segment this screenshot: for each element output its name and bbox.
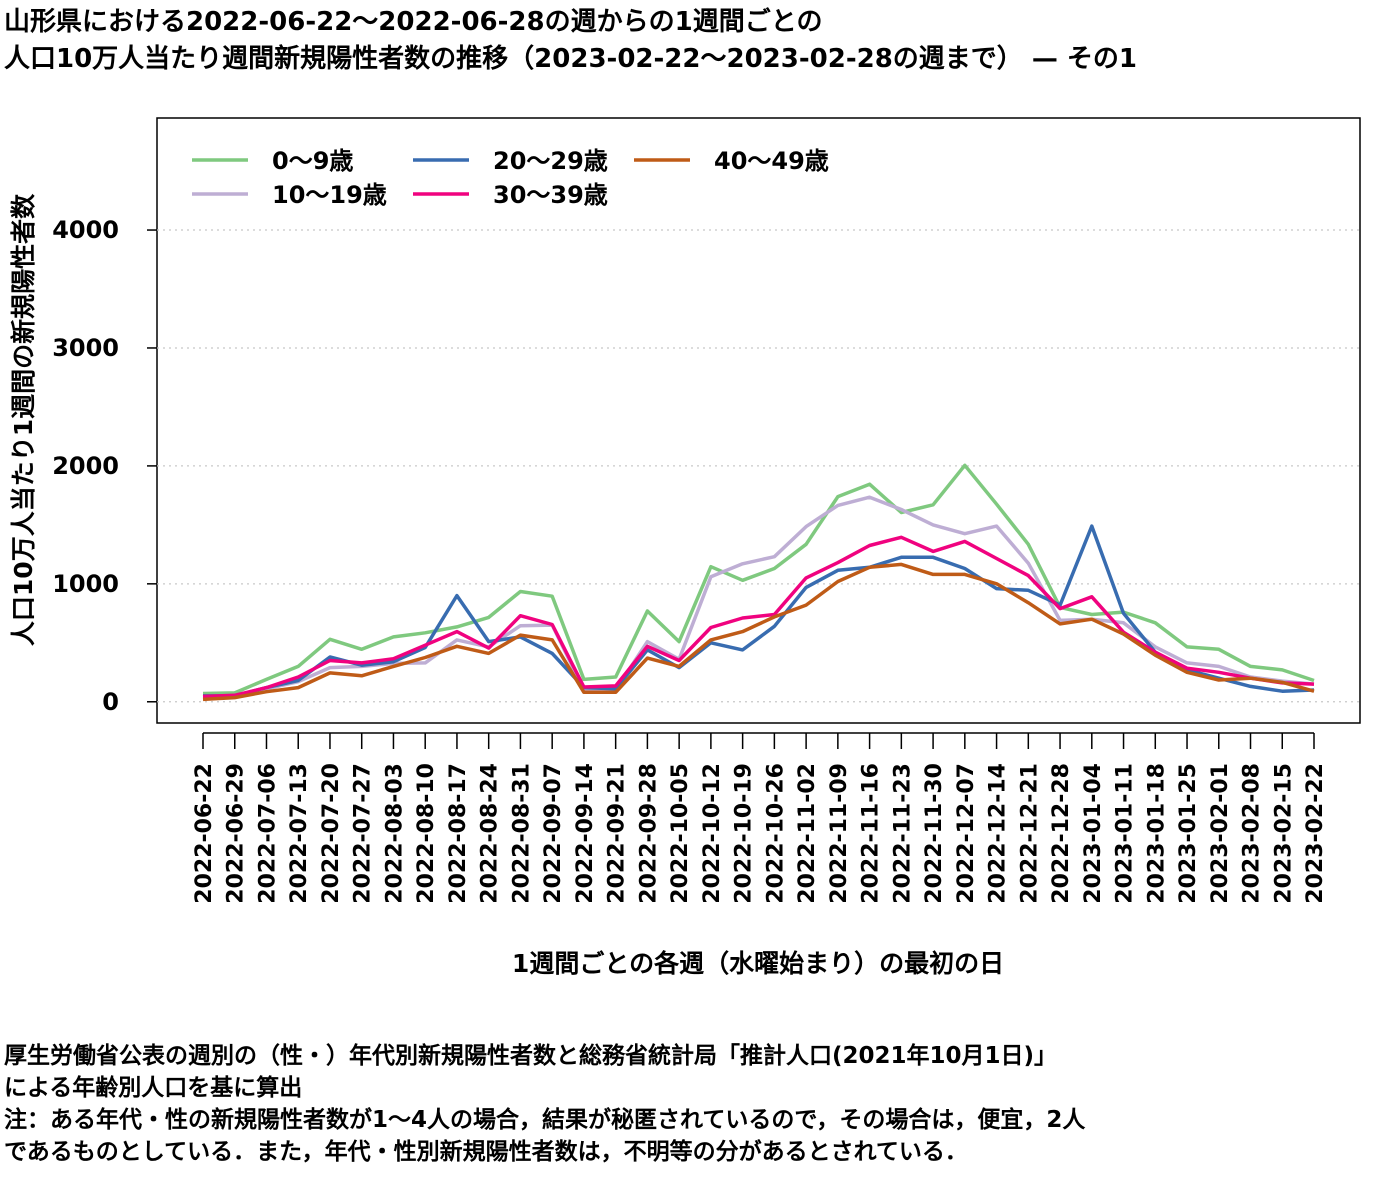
legend-label-0: 0〜9歳 [272, 147, 353, 175]
plot-frame [156, 117, 1361, 724]
x-tick-label-2022-08-03: 2022-08-03 [382, 763, 407, 904]
x-tick-label-2022-11-02: 2022-11-02 [795, 763, 820, 904]
series-line-2 [203, 524, 1315, 698]
chart-title-line-1: 山形県における2022-06-22〜2022-06-28の週からの1週間ごとの [4, 7, 823, 37]
x-tick-label-2022-06-22: 2022-06-22 [192, 763, 217, 904]
x-tick-label-2022-09-28: 2022-09-28 [636, 763, 661, 904]
x-tick-label-2023-01-25: 2023-01-25 [1176, 763, 1201, 904]
x-tick-label-2023-02-01: 2023-02-01 [1208, 763, 1233, 904]
x-tick-label-2022-12-21: 2022-12-21 [1017, 763, 1042, 904]
x-tick-label-2022-11-30: 2022-11-30 [922, 763, 947, 904]
x-tick-label-2022-11-09: 2022-11-09 [827, 763, 852, 904]
series-line-0 [202, 463, 1315, 696]
x-tick-label-2022-06-29: 2022-06-29 [224, 763, 249, 904]
legend: 0〜9歳 10〜19歳 20〜29歳 30〜39歳 40〜49歳 [192, 147, 829, 209]
x-tick-label-2022-09-14: 2022-09-14 [573, 763, 598, 904]
x-tick-label-2022-08-17: 2022-08-17 [446, 763, 471, 904]
x-tick-label-2023-02-22: 2023-02-22 [1303, 763, 1328, 904]
y-axis: 0 1000 2000 3000 4000 [52, 216, 157, 716]
legend-label-2: 20〜29歳 [493, 147, 608, 175]
source-note-line-4: であるものとしている．また，年代・性別新規陽性者数は，不明等の分があるとされてい… [4, 1139, 968, 1165]
x-tick-label-2022-07-06: 2022-07-06 [255, 763, 280, 904]
source-note-line-2: による年齢別人口を基に算出 [4, 1075, 303, 1101]
y-tick-label-3000: 3000 [52, 334, 119, 362]
x-tick-label-2023-01-18: 2023-01-18 [1144, 763, 1169, 904]
y-tick-label-0: 0 [102, 688, 119, 716]
x-tick-label-2022-12-28: 2022-12-28 [1049, 763, 1074, 904]
x-tick-label-2022-07-13: 2022-07-13 [287, 763, 312, 904]
x-tick-label-2022-07-27: 2022-07-27 [351, 763, 376, 904]
x-tick-label-2022-10-05: 2022-10-05 [668, 763, 693, 904]
x-tick-label-2022-11-16: 2022-11-16 [859, 763, 884, 904]
series-lines [202, 463, 1315, 702]
legend-label-4: 40〜49歳 [714, 147, 829, 175]
x-tick-label-2022-07-20: 2022-07-20 [319, 763, 344, 904]
y-tick-label-2000: 2000 [52, 452, 119, 480]
x-axis: 2022-06-22 2022-06-29 2022-07-06 2022-07-13… [192, 732, 1328, 904]
x-tick-label-2023-01-04: 2023-01-04 [1081, 763, 1106, 904]
source-note-line-1: 厚生労働省公表の週別の（性・）年代別新規陽性者数と総務省統計局「推計人口(202… [4, 1043, 1058, 1069]
x-tick-label-2023-01-11: 2023-01-11 [1113, 763, 1138, 904]
x-tick-label-2022-09-21: 2022-09-21 [605, 763, 630, 904]
source-note-line-3: 注：ある年代・性の新規陽性者数が1〜4人の場合，結果が秘匿されているので，その場… [4, 1107, 1086, 1133]
x-tick-label-2022-08-31: 2022-08-31 [509, 763, 534, 904]
y-axis-label: 人口10万人当たり1週間の新規陽性者数 [9, 193, 38, 646]
series-line-1 [202, 495, 1315, 699]
x-tick-label-2023-02-08: 2023-02-08 [1240, 763, 1265, 904]
x-tick-label-2022-12-14: 2022-12-14 [986, 763, 1011, 904]
x-tick-label-2022-10-12: 2022-10-12 [700, 763, 725, 904]
x-tick-label-2022-08-24: 2022-08-24 [478, 763, 503, 904]
source-note: 厚生労働省公表の週別の（性・）年代別新規陽性者数と総務省統計局「推計人口(202… [4, 1040, 1085, 1168]
chart-title: 山形県における2022-06-22〜2022-06-28の週からの1週間ごとの … [4, 4, 1137, 78]
x-tick-label-2022-12-07: 2022-12-07 [954, 763, 979, 904]
grid-lines [157, 229, 1360, 703]
x-tick-label-2022-10-26: 2022-10-26 [763, 763, 788, 904]
legend-label-1: 10〜19歳 [272, 181, 387, 209]
y-tick-label-1000: 1000 [52, 570, 119, 598]
x-axis-label: 1週間ごとの各週（水曜始まり）の最初の日 [512, 949, 1004, 978]
chart-title-line-2: 人口10万人当たり週間新規陽性者数の推移（2023-02-22〜2023-02-… [4, 44, 1137, 74]
x-tick-label-2022-10-19: 2022-10-19 [732, 763, 757, 904]
series-line-4 [202, 562, 1315, 702]
x-tick-label-2022-11-23: 2022-11-23 [890, 763, 915, 904]
x-tick-label-2022-08-10: 2022-08-10 [414, 763, 439, 904]
legend-label-3: 30〜39歳 [493, 181, 608, 209]
x-tick-label-2022-09-07: 2022-09-07 [541, 763, 566, 904]
y-tick-label-4000: 4000 [52, 216, 119, 244]
x-tick-label-2023-02-15: 2023-02-15 [1271, 763, 1296, 904]
